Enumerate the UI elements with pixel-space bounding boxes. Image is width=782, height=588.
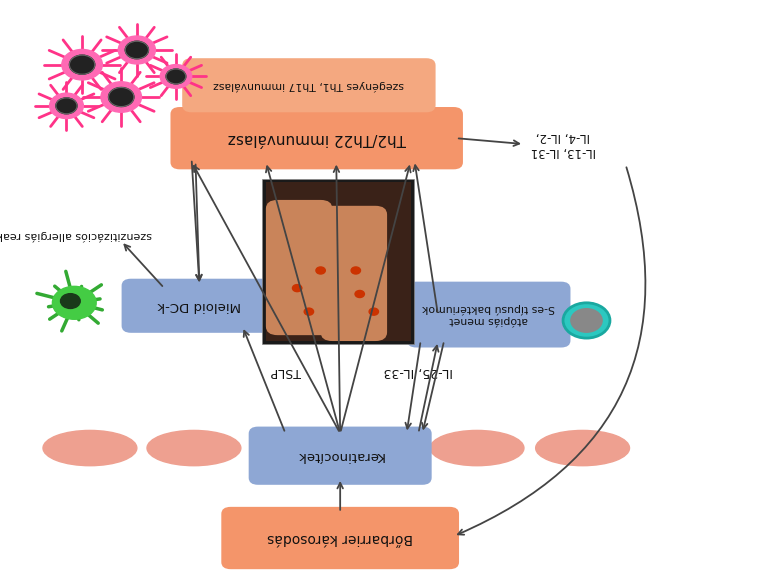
Circle shape — [571, 309, 602, 332]
Ellipse shape — [536, 430, 630, 466]
Circle shape — [49, 93, 84, 119]
FancyBboxPatch shape — [266, 200, 332, 335]
Circle shape — [351, 267, 361, 274]
Text: atópiás menet
S-es típusú baktériumok: atópiás menet S-es típusú baktériumok — [422, 303, 555, 326]
Ellipse shape — [147, 430, 241, 466]
Circle shape — [166, 69, 186, 84]
Circle shape — [304, 308, 314, 315]
Circle shape — [60, 293, 81, 309]
Circle shape — [316, 267, 325, 274]
Text: TSLP: TSLP — [271, 365, 300, 378]
Circle shape — [160, 65, 192, 88]
FancyBboxPatch shape — [407, 282, 570, 348]
Circle shape — [52, 286, 96, 319]
Text: Th2/Th22 immunválasz: Th2/Th22 immunválasz — [228, 131, 406, 146]
Text: szenzitizációs allergiás reakció: szenzitizációs allergiás reakció — [0, 230, 152, 240]
Circle shape — [56, 98, 77, 114]
Circle shape — [118, 36, 156, 64]
Text: IL-13, IL-31
IL-4, IL-2,: IL-13, IL-31 IL-4, IL-2, — [530, 130, 596, 158]
Circle shape — [125, 41, 149, 59]
Text: IL-25, IL-33: IL-25, IL-33 — [384, 365, 453, 378]
Circle shape — [292, 285, 302, 292]
Circle shape — [355, 290, 364, 298]
Text: Bőrbarrier károsodás: Bőrbarrier károsodás — [267, 531, 413, 545]
Ellipse shape — [430, 430, 524, 466]
Text: Keratinocítek: Keratinocítek — [296, 449, 384, 462]
Circle shape — [563, 303, 610, 338]
FancyBboxPatch shape — [221, 507, 459, 569]
FancyBboxPatch shape — [182, 58, 436, 112]
FancyBboxPatch shape — [321, 206, 387, 341]
FancyBboxPatch shape — [170, 107, 463, 169]
Text: Mieloid DC-k: Mieloid DC-k — [158, 299, 241, 312]
Circle shape — [101, 82, 142, 112]
Bar — [266, 182, 411, 341]
FancyBboxPatch shape — [249, 427, 432, 485]
Ellipse shape — [43, 430, 137, 466]
Bar — [262, 179, 414, 344]
FancyBboxPatch shape — [122, 279, 278, 333]
Circle shape — [109, 88, 134, 106]
Circle shape — [62, 49, 102, 80]
Circle shape — [369, 308, 378, 315]
Text: szegényes Th1, Th17 immunválasz: szegényes Th1, Th17 immunválasz — [213, 80, 404, 91]
Circle shape — [70, 55, 95, 74]
